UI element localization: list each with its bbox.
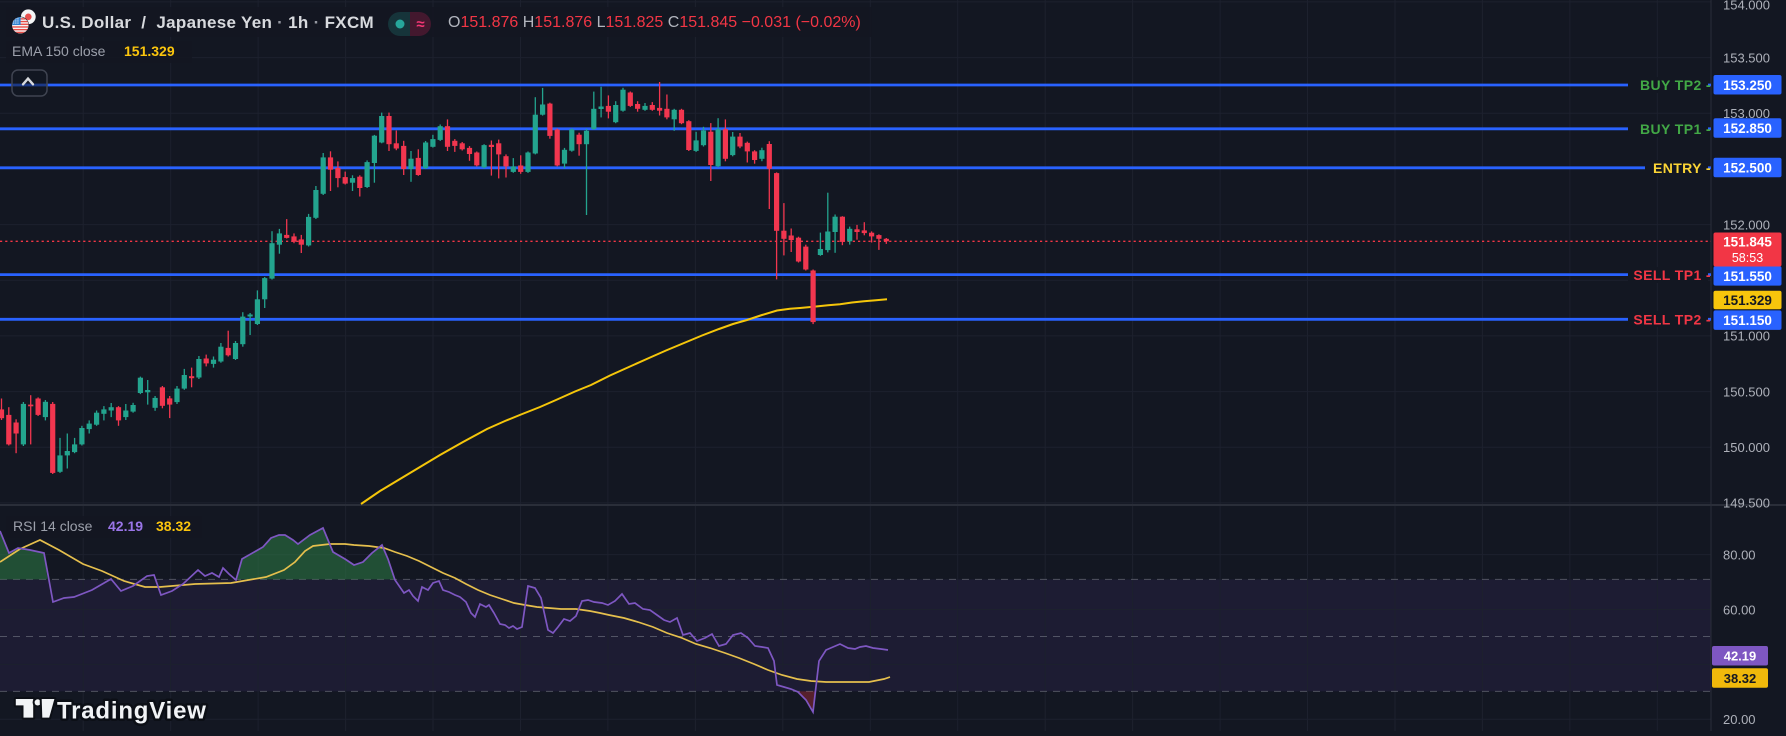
- svg-text:151.845: 151.845: [1723, 235, 1772, 250]
- svg-text:151.000: 151.000: [1723, 329, 1770, 344]
- svg-text:151.550: 151.550: [1723, 269, 1772, 284]
- svg-text:ENTRY -: ENTRY -: [1653, 160, 1711, 176]
- svg-text:RSI 14 close: RSI 14 close: [13, 518, 93, 534]
- svg-text:O151.876 H151.876 L151.825 C15: O151.876 H151.876 L151.825 C151.845 −0.0…: [448, 14, 861, 31]
- svg-text:58:53: 58:53: [1732, 251, 1763, 265]
- svg-text:42.19: 42.19: [1724, 649, 1757, 664]
- svg-text:152.850: 152.850: [1723, 121, 1772, 136]
- svg-text:BUY TP1 -: BUY TP1 -: [1640, 121, 1711, 137]
- svg-text:SELL TP2 -: SELL TP2 -: [1633, 312, 1711, 328]
- svg-text:38.32: 38.32: [156, 518, 191, 534]
- svg-text:151.150: 151.150: [1723, 313, 1772, 328]
- svg-text:42.19: 42.19: [108, 518, 143, 534]
- svg-text:150.500: 150.500: [1723, 384, 1770, 399]
- svg-text:151.329: 151.329: [124, 43, 175, 59]
- svg-text:60.00: 60.00: [1723, 602, 1756, 617]
- svg-text:153.000: 153.000: [1723, 106, 1770, 121]
- svg-text:U.S. Dollar / Japanese Yen ·: U.S. Dollar / Japanese Yen · 1h · FXCM: [42, 13, 374, 32]
- svg-text:151.329: 151.329: [1723, 293, 1772, 308]
- svg-text:20.00: 20.00: [1723, 712, 1756, 727]
- svg-text:153.500: 153.500: [1723, 50, 1770, 65]
- svg-text:38.32: 38.32: [1724, 671, 1757, 686]
- svg-text:152.500: 152.500: [1723, 161, 1772, 176]
- svg-text:EMA 150 close: EMA 150 close: [12, 43, 106, 59]
- svg-text:149.500: 149.500: [1723, 496, 1770, 511]
- svg-text:BUY TP2 -: BUY TP2 -: [1640, 77, 1711, 93]
- svg-text:153.250: 153.250: [1723, 78, 1772, 93]
- svg-text:80.00: 80.00: [1723, 547, 1756, 562]
- svg-text:SELL TP1 -: SELL TP1 -: [1633, 267, 1711, 283]
- svg-text:152.000: 152.000: [1723, 217, 1770, 232]
- svg-text:154.000: 154.000: [1723, 0, 1770, 13]
- svg-text:≈: ≈: [416, 16, 424, 33]
- svg-text:TradingView: TradingView: [57, 698, 207, 725]
- svg-text:150.000: 150.000: [1723, 440, 1770, 455]
